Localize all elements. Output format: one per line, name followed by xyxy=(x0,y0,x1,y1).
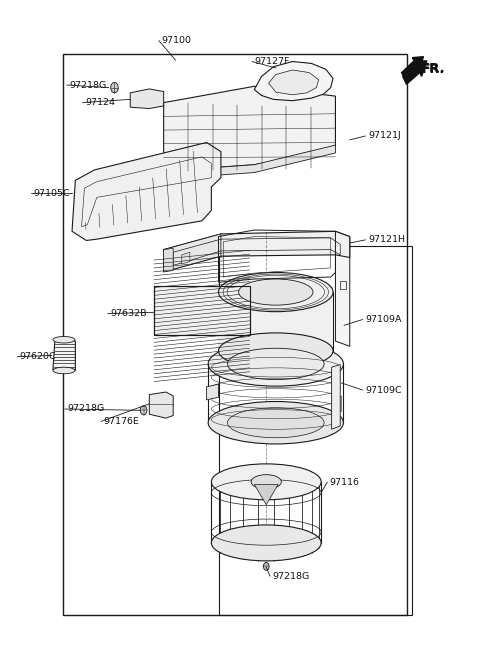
Text: 97105C: 97105C xyxy=(34,189,71,198)
Text: 97218G: 97218G xyxy=(69,81,107,89)
Ellipse shape xyxy=(228,348,324,380)
Polygon shape xyxy=(335,396,341,414)
Text: 97218G: 97218G xyxy=(67,405,105,413)
Polygon shape xyxy=(336,232,350,346)
Ellipse shape xyxy=(218,333,333,369)
Ellipse shape xyxy=(251,475,281,489)
Circle shape xyxy=(264,562,269,570)
Ellipse shape xyxy=(239,279,313,305)
Bar xyxy=(218,247,412,615)
Text: 97127F: 97127F xyxy=(254,57,290,66)
Polygon shape xyxy=(164,145,336,179)
Polygon shape xyxy=(332,365,340,429)
Ellipse shape xyxy=(53,337,75,343)
Ellipse shape xyxy=(228,407,324,438)
Bar xyxy=(340,281,346,289)
Polygon shape xyxy=(164,234,221,272)
Bar xyxy=(63,54,407,615)
Text: FR.: FR. xyxy=(420,62,445,75)
Polygon shape xyxy=(254,484,278,504)
Text: 97124: 97124 xyxy=(85,98,115,107)
Polygon shape xyxy=(182,252,190,264)
Ellipse shape xyxy=(208,401,343,444)
Polygon shape xyxy=(164,232,350,272)
Circle shape xyxy=(111,83,118,93)
Ellipse shape xyxy=(53,367,75,374)
Polygon shape xyxy=(254,62,333,100)
Text: 97109C: 97109C xyxy=(365,386,402,394)
Bar xyxy=(154,285,250,335)
FancyArrow shape xyxy=(402,56,423,79)
Polygon shape xyxy=(206,384,218,400)
Polygon shape xyxy=(130,89,164,108)
Text: 97116: 97116 xyxy=(330,478,360,487)
Polygon shape xyxy=(164,87,336,171)
Polygon shape xyxy=(269,70,319,95)
Bar xyxy=(258,543,275,560)
Polygon shape xyxy=(149,392,173,418)
Text: 97121J: 97121J xyxy=(368,131,401,140)
FancyArrow shape xyxy=(403,61,427,84)
Bar xyxy=(218,292,333,351)
Polygon shape xyxy=(72,142,221,241)
Text: 97109A: 97109A xyxy=(365,315,402,324)
Polygon shape xyxy=(164,249,173,272)
Circle shape xyxy=(140,405,147,415)
Text: 97100: 97100 xyxy=(161,36,191,45)
Ellipse shape xyxy=(218,272,333,312)
Text: 97632B: 97632B xyxy=(110,309,147,318)
Ellipse shape xyxy=(208,342,343,386)
Text: FR.: FR. xyxy=(422,64,445,77)
Ellipse shape xyxy=(211,525,321,561)
Text: 97620C: 97620C xyxy=(20,352,56,361)
Ellipse shape xyxy=(211,464,321,500)
Bar xyxy=(154,285,250,335)
Text: 97218G: 97218G xyxy=(273,572,310,581)
Polygon shape xyxy=(53,338,75,373)
Text: 97121H: 97121H xyxy=(368,236,405,244)
Text: 97176E: 97176E xyxy=(104,417,139,426)
